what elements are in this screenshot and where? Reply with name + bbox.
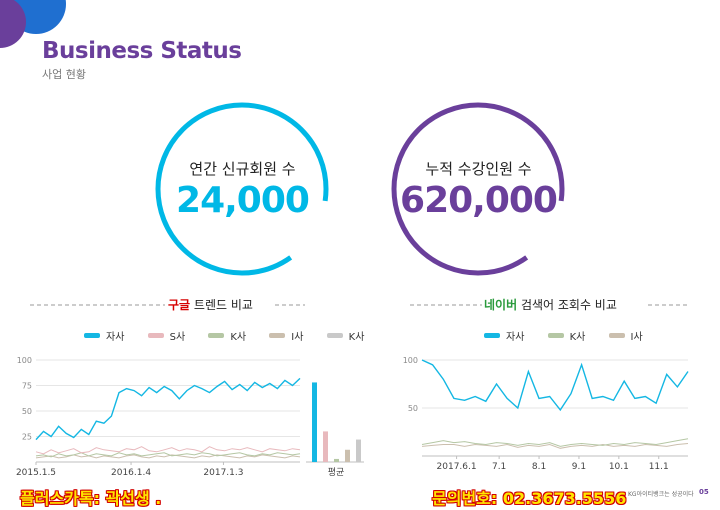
stat-label-students: 누적 수강인원 수 <box>425 160 532 178</box>
corner-circle-purple <box>0 0 26 48</box>
naver-legend: 자사 K사 I사 <box>484 328 663 343</box>
series-line-0-1 <box>35 446 301 455</box>
legend-label: K사 <box>348 332 365 343</box>
naver-brand: 네이버 <box>484 298 518 312</box>
corner-decoration <box>0 0 66 48</box>
y-tick-label: 25 <box>22 433 32 442</box>
x-tick-label: 2017.6.1 <box>437 462 477 472</box>
average-bar-2 <box>334 458 339 462</box>
google-legend: 자사 S사 K사 I사 K사 <box>84 328 384 343</box>
y-tick-label: 50 <box>408 404 418 413</box>
y-tick-label: 100 <box>17 356 32 365</box>
x-tick-label: 8.1 <box>532 462 546 472</box>
legend-item: K사 <box>208 328 246 343</box>
legend-item: 자사 <box>484 328 524 343</box>
x-tick-label: 2016.1.4 <box>111 468 151 476</box>
legend-swatch <box>547 333 564 338</box>
x-tick-label: 9.1 <box>572 462 586 472</box>
google-section-title: 구글 트렌드 비교 <box>168 296 253 313</box>
average-label: 평균 <box>328 467 345 476</box>
legend-swatch <box>269 333 286 338</box>
google-brand: 구글 <box>168 298 191 312</box>
legend-swatch <box>208 333 225 338</box>
naver-section-title: 네이버 검색어 조회수 비교 <box>484 296 617 313</box>
x-tick-label: 7.1 <box>492 462 506 472</box>
x-tick-label: 2017.1.3 <box>203 468 243 476</box>
average-bar-0 <box>312 382 317 462</box>
page-title: Business Status <box>42 38 242 64</box>
legend-label: 자사 <box>106 332 125 343</box>
legend-item: I사 <box>608 328 643 343</box>
legend-label: I사 <box>291 332 304 343</box>
series-line-0-2 <box>35 452 301 458</box>
legend-label: K사 <box>230 332 247 343</box>
google-trend-chart: 25 50 75 100 2015.1.5 2016.1.4 2017.1.3 평균 <box>16 356 364 476</box>
average-bar-1 <box>323 431 328 462</box>
stat-ring-members <box>155 102 329 276</box>
stat-value-students: 620,000 <box>400 180 558 221</box>
naver-title-rest: 검색어 조회수 비교 <box>517 298 617 312</box>
legend-label: S사 <box>169 332 186 343</box>
legend-swatch <box>147 333 164 338</box>
legend-label: I사 <box>630 332 643 343</box>
stat-label-members: 연간 신규회원 수 <box>189 160 296 178</box>
x-tick-label: 11.1 <box>649 462 669 472</box>
legend-label: K사 <box>569 332 586 343</box>
footer-slogan: KG아이티뱅크는 성공이다 <box>628 491 694 498</box>
legend-swatch <box>326 333 343 338</box>
y-tick-label: 75 <box>22 382 32 391</box>
legend-label: 자사 <box>506 332 525 343</box>
legend-swatch <box>484 333 500 338</box>
legend-item: I사 <box>269 328 303 343</box>
ring-arc-purple <box>391 102 565 276</box>
ring-arc-cyan <box>155 102 329 276</box>
average-bar-4 <box>356 439 361 462</box>
series-line-1-1 <box>421 438 689 447</box>
legend-item: 자사 <box>84 328 124 343</box>
series-line-0-3 <box>35 454 301 459</box>
x-tick-label: 2015.1.5 <box>16 468 56 476</box>
stat-ring-students <box>391 102 565 276</box>
x-tick-label: 10.1 <box>609 462 629 472</box>
footer-contact-phone: 문의번호: 02.3673.5556 <box>432 489 627 508</box>
legend-item: K사 <box>326 328 365 343</box>
legend-item: S사 <box>147 328 186 343</box>
legend-item: K사 <box>547 328 586 343</box>
divider-naver <box>410 304 690 306</box>
average-bar-3 <box>345 449 350 462</box>
legend-swatch <box>84 333 100 338</box>
naver-search-chart: 50 100 2017.6.1 7.1 8.1 9.1 10.1 11.1 <box>403 356 689 472</box>
google-title-rest: 트렌드 비교 <box>190 298 253 312</box>
footer-contact-kakao: 플러스카톡: 곽선생 . <box>20 489 162 508</box>
series-line-1-0 <box>421 359 689 412</box>
legend-swatch <box>608 333 625 338</box>
page-number: 05 <box>699 488 709 496</box>
stat-value-members: 24,000 <box>176 180 310 221</box>
y-tick-label: 100 <box>403 356 418 365</box>
y-tick-label: 50 <box>22 407 32 416</box>
series-line-1-2 <box>421 443 689 449</box>
series-line-0-0 <box>35 377 301 441</box>
divider-left-google <box>30 304 305 306</box>
page-subtitle: 사업 현황 <box>42 68 86 81</box>
